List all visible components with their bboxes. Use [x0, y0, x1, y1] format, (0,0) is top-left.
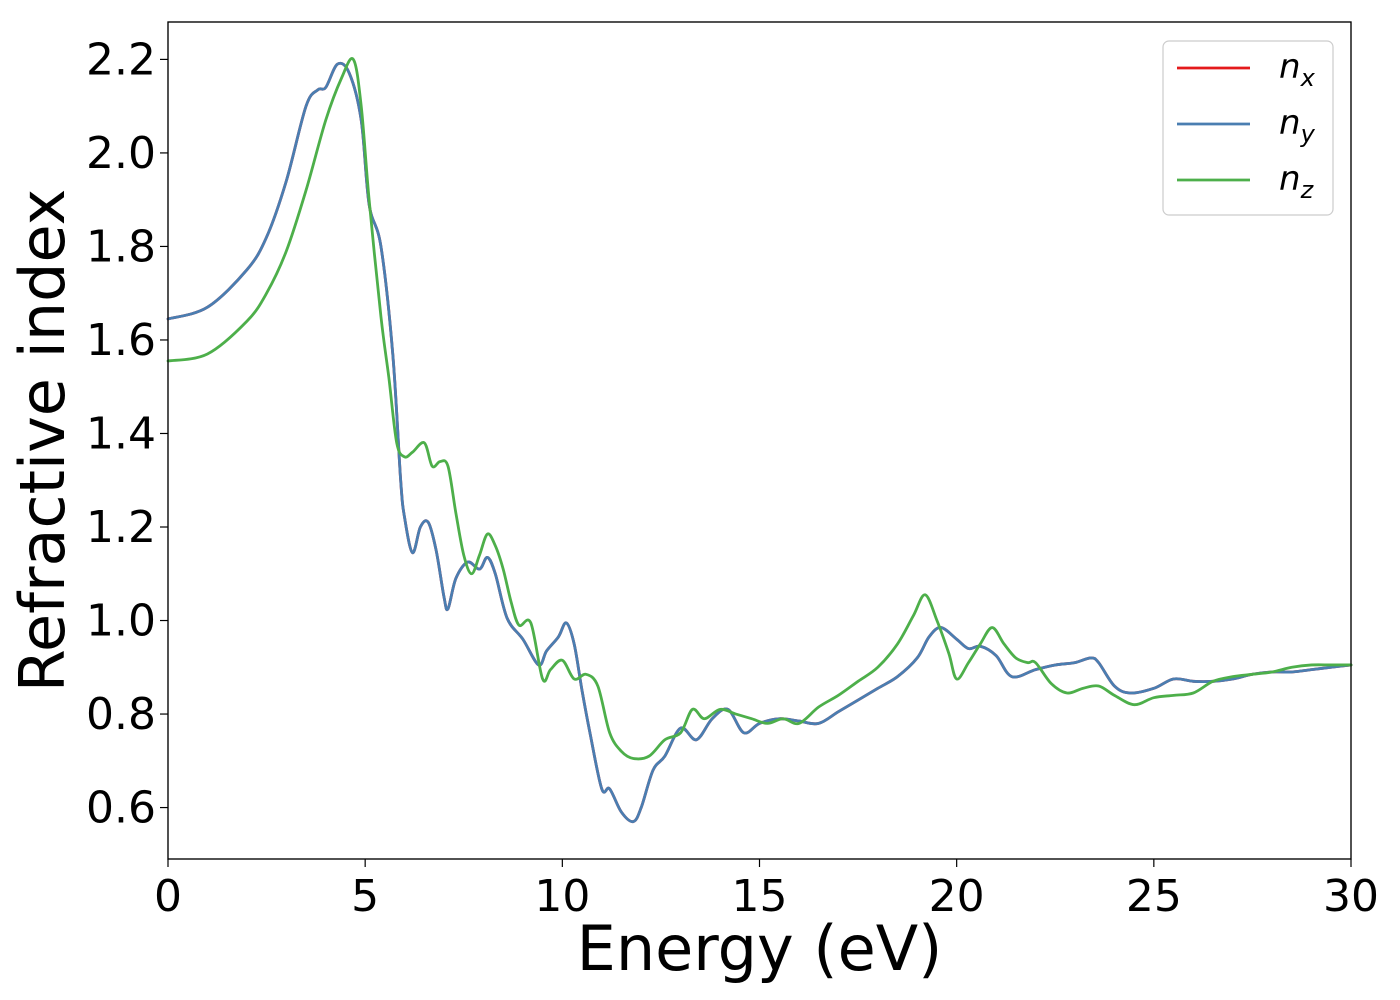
legend-label: nz [1279, 159, 1315, 204]
x-tick-label: 30 [1323, 871, 1379, 922]
y-tick-label: 1.4 [86, 408, 156, 459]
series-layer [166, 57, 1353, 824]
legend-label-main: n [1279, 103, 1301, 143]
y-tick-label: 0.8 [86, 689, 156, 740]
y-tick-label: 2.2 [86, 34, 156, 85]
y-tick-label: 1.6 [86, 315, 156, 366]
legend-label-subscript: y [1300, 120, 1316, 148]
y-tick-label: 1.2 [86, 502, 156, 553]
legend-label: nx [1279, 47, 1316, 92]
x-axis-title: Energy (eV) [577, 912, 943, 985]
y-tick-label: 2.0 [86, 128, 156, 179]
x-tick-label: 15 [732, 871, 788, 922]
x-axis-ticks: 0 5 10 15 20 25 30 [154, 859, 1379, 922]
legend-label-subscript: x [1300, 64, 1316, 92]
series-line-nz [166, 57, 1353, 761]
legend-box [1162, 40, 1334, 216]
x-tick-label: 0 [154, 871, 182, 922]
y-axis-title: Refractive index [6, 189, 79, 693]
y-tick-label: 0.6 [86, 783, 156, 834]
y-axis-ticks: 0.6 0.8 1.0 1.2 1.4 1.6 1.8 2.0 2.2 [86, 34, 168, 834]
y-tick-label: 1.8 [86, 221, 156, 272]
legend-label-main: n [1279, 47, 1301, 87]
series-line-ny [166, 61, 1353, 824]
legend-label: ny [1279, 103, 1316, 148]
legend-label-main: n [1279, 159, 1301, 199]
legend-label-subscript: z [1300, 176, 1315, 204]
y-tick-label: 1.0 [86, 596, 156, 647]
x-tick-label: 5 [351, 871, 379, 922]
x-tick-label: 10 [534, 871, 590, 922]
x-tick-label: 25 [1126, 871, 1182, 922]
x-tick-label: 20 [929, 871, 985, 922]
